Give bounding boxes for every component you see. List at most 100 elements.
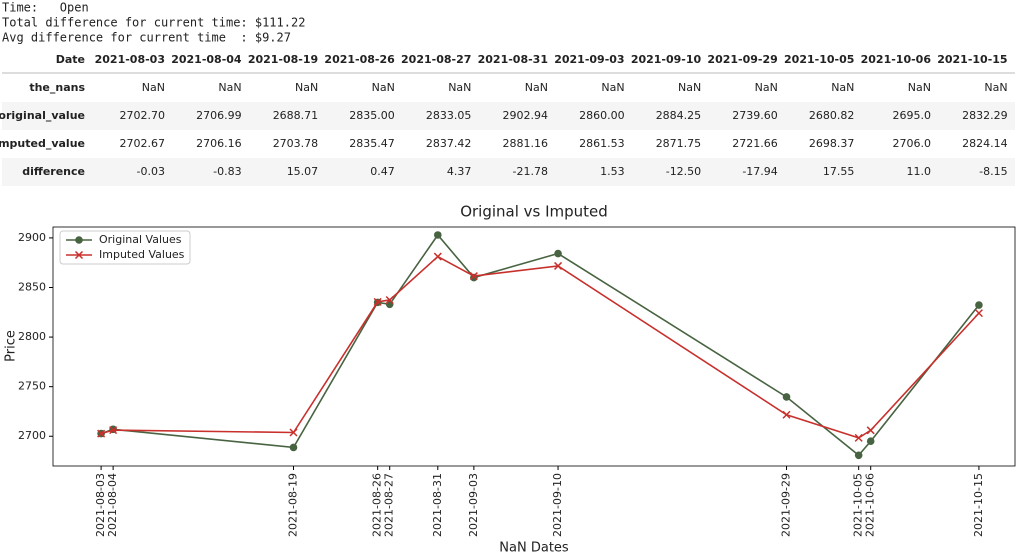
table-cell: 4.37 [447,165,472,178]
row-stripe [2,102,1015,130]
row-label: the_nans [29,81,85,94]
table-cell: 1.53 [600,165,625,178]
table-cell: -12.50 [666,165,701,178]
x-tick-label: 2021-09-29 [780,473,793,537]
table-cell: -0.03 [137,165,165,178]
x-axis-label: NaN Dates [499,541,569,556]
x-tick-label: 2021-08-26 [371,473,384,537]
x-tick-label: 2021-08-27 [383,473,396,537]
legend-label: Imputed Values [99,248,185,261]
point [434,231,442,239]
point [975,301,983,309]
point [974,309,983,318]
x-tick-label: 2021-10-05 [852,473,865,537]
row-stripe [2,158,1015,186]
column-header: 2021-09-03 [554,53,624,66]
table-cell: 11.0 [907,165,932,178]
x-tick-label: 2021-08-31 [431,473,444,537]
table-cell: 17.55 [823,165,855,178]
table-cell: 2721.66 [732,137,778,150]
point [289,443,298,452]
table-cell: NaN [525,81,548,94]
table-cell: -17.94 [742,165,777,178]
x-tick-label: 2021-10-15 [972,473,985,537]
table-cell: 2860.00 [579,109,625,122]
table-cell: 0.47 [370,165,395,178]
chart-title: Original vs Imputed [460,203,608,221]
table-cell: 2706.0 [893,137,932,150]
index-name: Date [56,53,85,66]
plot-frame [52,226,1016,467]
table-cell: 2824.14 [962,137,1008,150]
legend: Original Values Imputed Values [59,230,191,265]
point [289,428,298,437]
table-cell: NaN [755,81,778,94]
table-cell: NaN [372,81,395,94]
column-header: 2021-08-31 [478,53,548,66]
y-tick-label: 2700 [18,429,46,442]
legend-marker [74,250,84,260]
point [866,437,875,446]
point [554,249,562,258]
table-cell: 2698.37 [809,137,855,150]
table-cell: 2881.16 [503,137,549,150]
legend-label: Original Values [99,233,182,246]
x-tick-label: 2021-08-04 [106,473,119,537]
point [373,297,382,306]
column-header: 2021-10-15 [937,53,1007,66]
table-cell: 2703.78 [273,137,319,150]
column-header: 2021-10-05 [784,53,854,66]
table-cell: 2688.71 [273,109,319,122]
column-header: 2021-09-29 [707,53,777,66]
table-cell: NaN [601,81,624,94]
legend-marker [75,236,83,244]
table-cell: 2861.53 [579,137,625,150]
y-tick-label: 2800 [18,330,46,343]
table-cell: 2835.00 [349,109,395,122]
table-cell: NaN [908,81,931,94]
point [854,451,863,460]
row-label: original_value [0,109,85,122]
x-tick-label: 2021-08-03 [94,473,107,537]
table-cell: -0.83 [213,165,241,178]
column-header: 2021-08-04 [171,53,242,66]
x-tick-label: 2021-09-03 [467,473,480,537]
table-cell: 2702.70 [120,109,166,122]
table-cell: NaN [295,81,318,94]
table-cell: NaN [448,81,471,94]
output-line: Time: Open [2,1,89,15]
table-cell: 2739.60 [732,109,778,122]
table-cell: 2833.05 [426,109,472,122]
table-cell: NaN [984,81,1007,94]
point [866,426,875,435]
column-header: 2021-10-06 [861,53,932,66]
column-header: 2021-08-19 [248,53,318,66]
table-cell: 2706.16 [196,137,242,150]
table-cell: 2902.94 [503,109,549,122]
table-cell: 2835.47 [349,137,395,150]
point [854,433,863,442]
y-tick-label: 2900 [18,231,46,244]
point [97,429,106,438]
row-label: difference [22,165,85,178]
y-tick-label: 2750 [18,380,46,393]
point [109,426,118,435]
output-line: Avg difference for current time : $9.27 [2,31,291,45]
table-cell: 15.07 [287,165,319,178]
y-tick-label: 2850 [18,280,46,293]
x-tick-label: 2021-10-06 [864,473,877,537]
row-label: imputed_value [0,137,85,150]
column-header: 2021-08-26 [324,53,395,66]
x-tick-label: 2021-09-10 [551,473,564,537]
point [385,295,394,304]
y-axis-label: Price [4,330,19,362]
point [433,252,442,261]
table-cell: NaN [142,81,165,94]
table-cell: NaN [831,81,854,94]
point [469,272,478,281]
table-cell: 2884.25 [656,109,702,122]
column-header: 2021-08-27 [401,53,471,66]
series-line [100,255,980,439]
output-line: Total difference for current time: $111.… [2,16,305,30]
